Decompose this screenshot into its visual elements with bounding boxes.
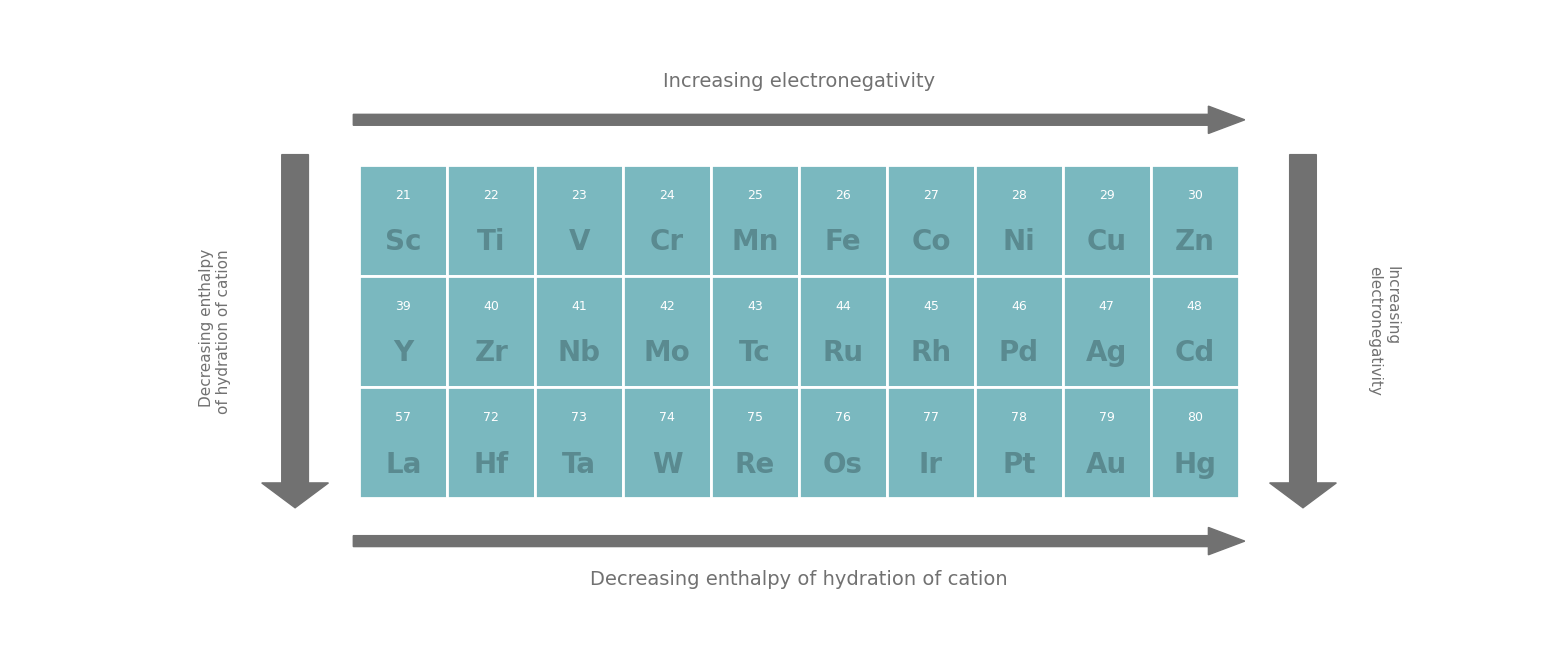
Text: 22: 22 — [484, 189, 499, 202]
FancyArrow shape — [261, 154, 329, 508]
Text: Increasing electronegativity: Increasing electronegativity — [664, 72, 936, 91]
Text: 78: 78 — [1011, 412, 1027, 424]
FancyBboxPatch shape — [360, 276, 448, 387]
Text: 27: 27 — [923, 189, 939, 202]
Text: Zr: Zr — [474, 339, 509, 368]
Text: Fe: Fe — [825, 228, 861, 256]
FancyBboxPatch shape — [623, 387, 711, 498]
Text: Co: Co — [911, 228, 950, 256]
FancyBboxPatch shape — [975, 387, 1063, 498]
Text: 74: 74 — [659, 412, 675, 424]
Text: 46: 46 — [1011, 300, 1027, 313]
FancyBboxPatch shape — [800, 165, 887, 276]
Text: 29: 29 — [1099, 189, 1114, 202]
FancyBboxPatch shape — [887, 276, 975, 387]
FancyBboxPatch shape — [360, 387, 448, 498]
Text: Ta: Ta — [562, 450, 596, 479]
Text: 45: 45 — [923, 300, 939, 313]
Text: Rh: Rh — [911, 339, 952, 368]
Text: Re: Re — [736, 450, 775, 479]
Text: Hf: Hf — [474, 450, 509, 479]
Text: 76: 76 — [836, 412, 851, 424]
Text: 24: 24 — [659, 189, 675, 202]
Text: Decreasing enthalpy of hydration of cation: Decreasing enthalpy of hydration of cati… — [590, 570, 1008, 589]
Text: 30: 30 — [1186, 189, 1202, 202]
FancyBboxPatch shape — [1150, 165, 1239, 276]
FancyBboxPatch shape — [448, 276, 535, 387]
Text: Ag: Ag — [1086, 339, 1127, 368]
Text: 25: 25 — [747, 189, 764, 202]
Text: 72: 72 — [484, 412, 499, 424]
FancyBboxPatch shape — [1063, 276, 1150, 387]
Text: Pd: Pd — [998, 339, 1039, 368]
Text: Cr: Cr — [649, 228, 684, 256]
Text: 44: 44 — [836, 300, 851, 313]
FancyBboxPatch shape — [448, 387, 535, 498]
FancyBboxPatch shape — [711, 165, 800, 276]
Text: Sc: Sc — [385, 228, 421, 256]
Text: W: W — [651, 450, 682, 479]
FancyBboxPatch shape — [535, 276, 623, 387]
FancyBboxPatch shape — [1063, 165, 1150, 276]
Text: La: La — [385, 450, 421, 479]
FancyBboxPatch shape — [1150, 387, 1239, 498]
FancyArrow shape — [1269, 154, 1337, 508]
Text: Mn: Mn — [731, 228, 779, 256]
FancyBboxPatch shape — [711, 276, 800, 387]
FancyBboxPatch shape — [975, 276, 1063, 387]
FancyArrow shape — [354, 527, 1244, 555]
Text: Hg: Hg — [1174, 450, 1216, 479]
Text: Tc: Tc — [739, 339, 772, 368]
Text: 26: 26 — [836, 189, 851, 202]
FancyBboxPatch shape — [535, 165, 623, 276]
FancyBboxPatch shape — [887, 387, 975, 498]
Text: 80: 80 — [1186, 412, 1203, 424]
Text: Decreasing enthalpy
of hydration of cation: Decreasing enthalpy of hydration of cati… — [199, 249, 232, 413]
Text: Ir: Ir — [919, 450, 944, 479]
Text: 21: 21 — [396, 189, 412, 202]
Text: 73: 73 — [571, 412, 587, 424]
Text: 75: 75 — [747, 412, 764, 424]
FancyBboxPatch shape — [448, 165, 535, 276]
Text: 40: 40 — [484, 300, 499, 313]
FancyBboxPatch shape — [800, 276, 887, 387]
Text: Os: Os — [823, 450, 862, 479]
FancyArrow shape — [354, 106, 1244, 134]
Text: 23: 23 — [571, 189, 587, 202]
Text: 57: 57 — [396, 412, 412, 424]
Text: 28: 28 — [1011, 189, 1027, 202]
Text: Increasing
electronegativity: Increasing electronegativity — [1366, 266, 1399, 396]
Text: Nb: Nb — [557, 339, 601, 368]
Text: Cu: Cu — [1086, 228, 1127, 256]
Text: Ru: Ru — [823, 339, 864, 368]
Text: Pt: Pt — [1002, 450, 1036, 479]
Text: 41: 41 — [571, 300, 587, 313]
Text: Au: Au — [1086, 450, 1127, 479]
FancyBboxPatch shape — [535, 387, 623, 498]
Text: Ni: Ni — [1003, 228, 1034, 256]
Text: Cd: Cd — [1175, 339, 1214, 368]
Text: Ti: Ti — [477, 228, 505, 256]
Text: V: V — [568, 228, 590, 256]
FancyBboxPatch shape — [800, 387, 887, 498]
FancyBboxPatch shape — [623, 276, 711, 387]
FancyBboxPatch shape — [1150, 276, 1239, 387]
FancyBboxPatch shape — [623, 165, 711, 276]
Text: 43: 43 — [747, 300, 764, 313]
FancyBboxPatch shape — [1063, 387, 1150, 498]
FancyBboxPatch shape — [975, 165, 1063, 276]
Text: 79: 79 — [1099, 412, 1114, 424]
Text: 39: 39 — [396, 300, 412, 313]
FancyBboxPatch shape — [887, 165, 975, 276]
Text: 77: 77 — [923, 412, 939, 424]
Text: Mo: Mo — [643, 339, 690, 368]
Text: Zn: Zn — [1175, 228, 1214, 256]
Text: 48: 48 — [1186, 300, 1202, 313]
Text: Y: Y — [393, 339, 413, 368]
Text: 47: 47 — [1099, 300, 1114, 313]
FancyBboxPatch shape — [360, 165, 448, 276]
FancyBboxPatch shape — [711, 387, 800, 498]
Text: 42: 42 — [659, 300, 675, 313]
